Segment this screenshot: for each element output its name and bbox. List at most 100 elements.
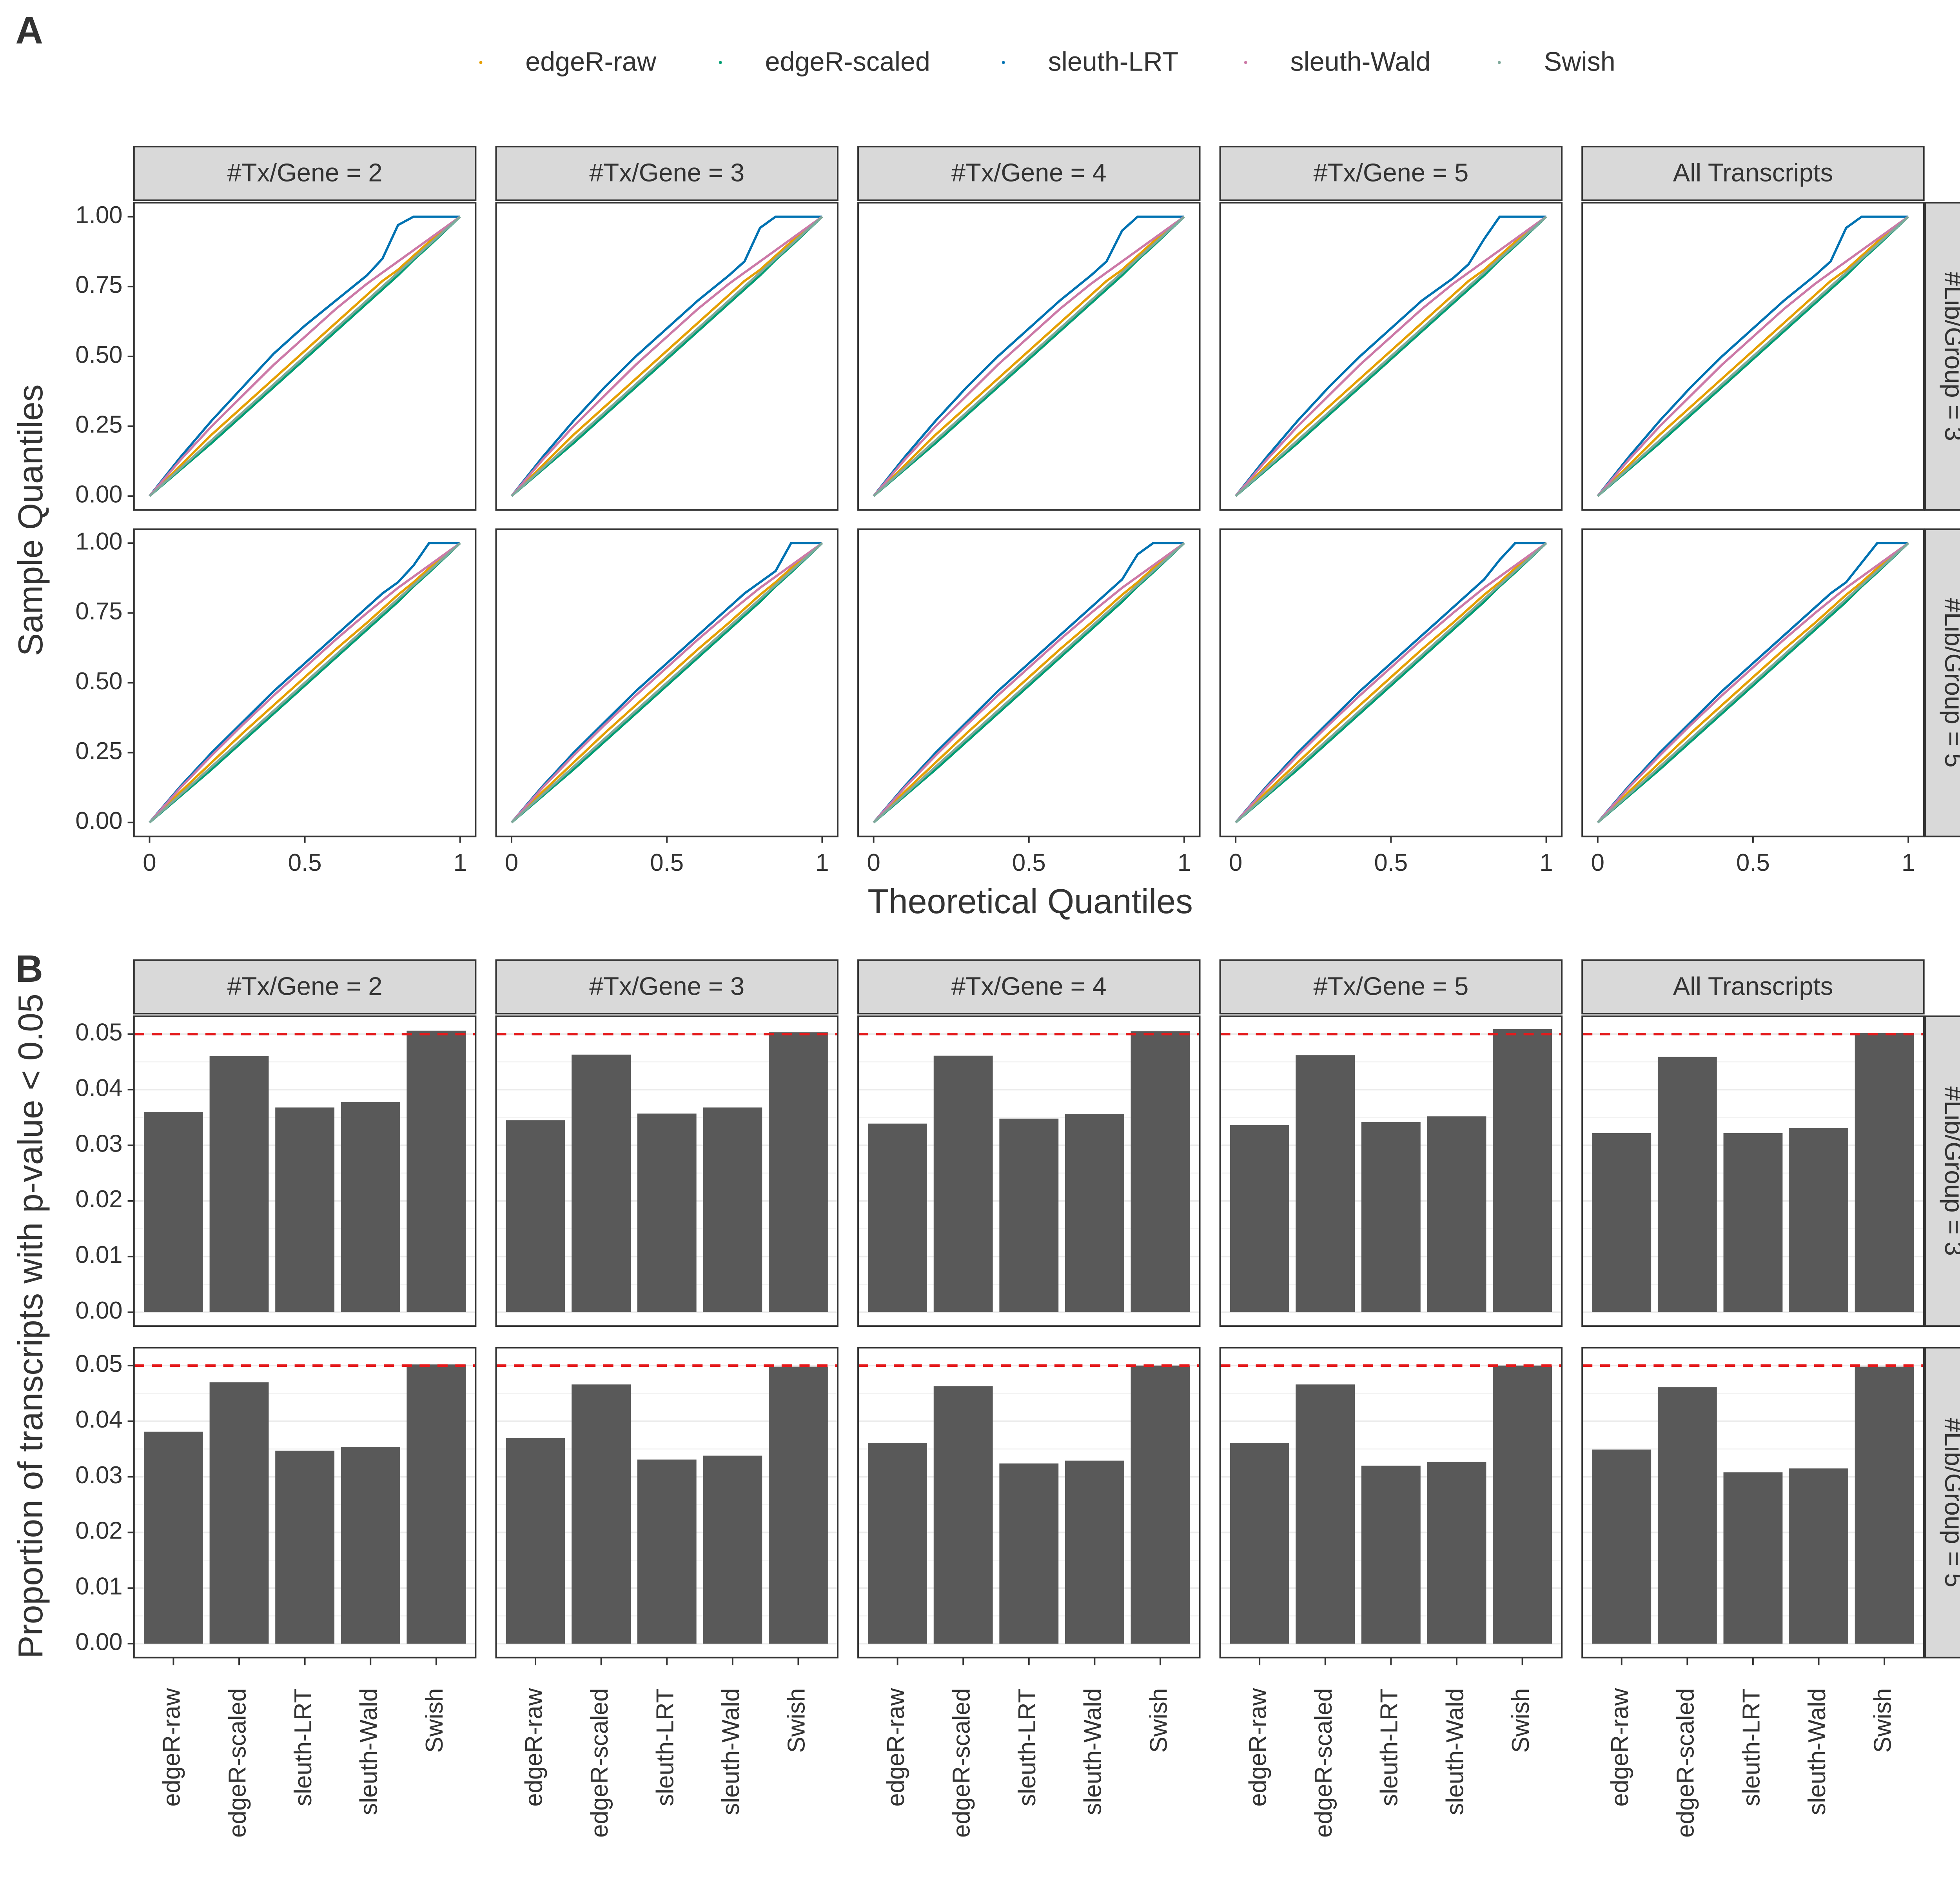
x-tick-label: sleuth-Wald: [356, 1688, 383, 1815]
bar: [769, 1032, 828, 1312]
x-tick-label: 0: [1591, 849, 1604, 876]
bar: [1855, 1033, 1914, 1312]
y-tick-label: 0.00: [75, 807, 122, 834]
qq-line: [1235, 542, 1547, 823]
y-tick-label: 0.75: [75, 598, 122, 625]
qq-line: [873, 216, 1185, 497]
facet-strip: [133, 959, 477, 1015]
panel-border: [857, 528, 1201, 837]
bar: [1065, 1114, 1124, 1312]
bar: [275, 1450, 335, 1644]
qq-line: [1597, 215, 1909, 497]
x-tick-label: edgeR-scaled: [1672, 1688, 1699, 1838]
bar: [1657, 1387, 1717, 1644]
facet-label: All Transcripts: [1673, 158, 1833, 187]
legend-swatch: [1244, 61, 1247, 64]
qq-line: [873, 542, 1185, 823]
x-tick-label: 0: [505, 849, 518, 876]
y-tick-label: 0.50: [75, 341, 122, 368]
facet-strip: [857, 959, 1201, 1015]
bar: [933, 1055, 993, 1312]
facet-strip: [133, 146, 477, 201]
panel-border: [857, 1347, 1201, 1659]
bar: [868, 1123, 927, 1312]
qq-line: [510, 216, 823, 497]
panel-border: [495, 202, 838, 511]
bar: [1427, 1116, 1486, 1312]
bar: [1296, 1384, 1355, 1644]
bar: [144, 1112, 203, 1312]
qq-line: [873, 542, 1184, 823]
bar: [1657, 1057, 1717, 1312]
facet-label: #Tx/Gene = 2: [227, 972, 383, 1001]
bar: [1723, 1133, 1783, 1312]
x-tick-label: sleuth-LRT: [1014, 1688, 1041, 1806]
bar: [1230, 1125, 1289, 1312]
x-tick-label: edgeR-scaled: [948, 1688, 975, 1838]
bar: [144, 1431, 203, 1644]
panel-border: [1581, 202, 1925, 511]
qq-line: [149, 216, 461, 497]
qq-line: [873, 215, 1184, 497]
facet-strip: [1219, 959, 1563, 1015]
facet-label: #Lib/Group = 5: [1940, 598, 1960, 767]
bar: [506, 1120, 565, 1312]
y-tick-label: 0.04: [75, 1406, 122, 1433]
x-tick-label: 0: [867, 849, 880, 876]
panel-label: A: [15, 9, 43, 51]
panel-border: [1581, 528, 1925, 837]
qq-line: [1597, 216, 1909, 497]
y-tick-label: 0.03: [75, 1130, 122, 1157]
panel-border: [1219, 528, 1563, 837]
bar: [1493, 1029, 1552, 1312]
qq-line: [149, 542, 461, 823]
x-tick-label: sleuth-Wald: [1080, 1688, 1107, 1815]
bar: [868, 1443, 927, 1644]
qq-line: [511, 216, 823, 497]
x-tick-label: sleuth-Wald: [1441, 1688, 1468, 1815]
x-tick-label: edgeR-scaled: [1310, 1688, 1337, 1838]
qq-line: [1597, 542, 1909, 823]
qq-line: [873, 216, 1185, 497]
facet-strip: [495, 146, 838, 201]
bar: [1723, 1472, 1783, 1644]
qq-line: [873, 542, 1185, 823]
facet-strip: [1924, 1015, 1960, 1327]
x-tick-label: Swish: [421, 1688, 448, 1753]
x-tick-label: edgeR-scaled: [224, 1688, 251, 1838]
qq-line: [1235, 542, 1547, 823]
y-axis-title: Sample Quantiles: [11, 384, 50, 656]
facet-label: #Tx/Gene = 4: [951, 158, 1107, 187]
qq-line: [510, 542, 822, 823]
x-tick-label: Swish: [1869, 1688, 1896, 1753]
bar: [341, 1446, 400, 1644]
x-tick-label: Swish: [1507, 1688, 1534, 1753]
panel-border: [1219, 1015, 1563, 1327]
facet-label: #Tx/Gene = 2: [227, 158, 383, 187]
y-tick-label: 0.00: [75, 481, 122, 508]
bar: [1065, 1461, 1124, 1644]
qq-line: [149, 542, 461, 823]
x-tick-label: 0.5: [1736, 849, 1770, 876]
qq-line: [1234, 216, 1547, 497]
qq-line: [1235, 542, 1547, 823]
facet-strip: [1924, 202, 1960, 511]
panel-border: [133, 1347, 477, 1659]
facet-strip: [1581, 959, 1925, 1015]
panel-border: [857, 202, 1201, 511]
facet-label: #Tx/Gene = 5: [1313, 972, 1468, 1001]
bar: [769, 1366, 828, 1644]
x-tick-label: 0.5: [1374, 849, 1408, 876]
panel-border: [1581, 1347, 1925, 1659]
x-tick-label: sleuth-LRT: [1376, 1688, 1403, 1806]
qq-line: [511, 542, 823, 823]
legend-swatch: [1497, 61, 1501, 64]
qq-line: [1597, 542, 1909, 823]
qq-line: [510, 542, 823, 823]
qq-line: [149, 542, 461, 823]
bar: [572, 1384, 631, 1644]
legend-swatch: [719, 61, 722, 64]
y-tick-label: 0.00: [75, 1628, 122, 1655]
panel-label: B: [15, 947, 43, 990]
